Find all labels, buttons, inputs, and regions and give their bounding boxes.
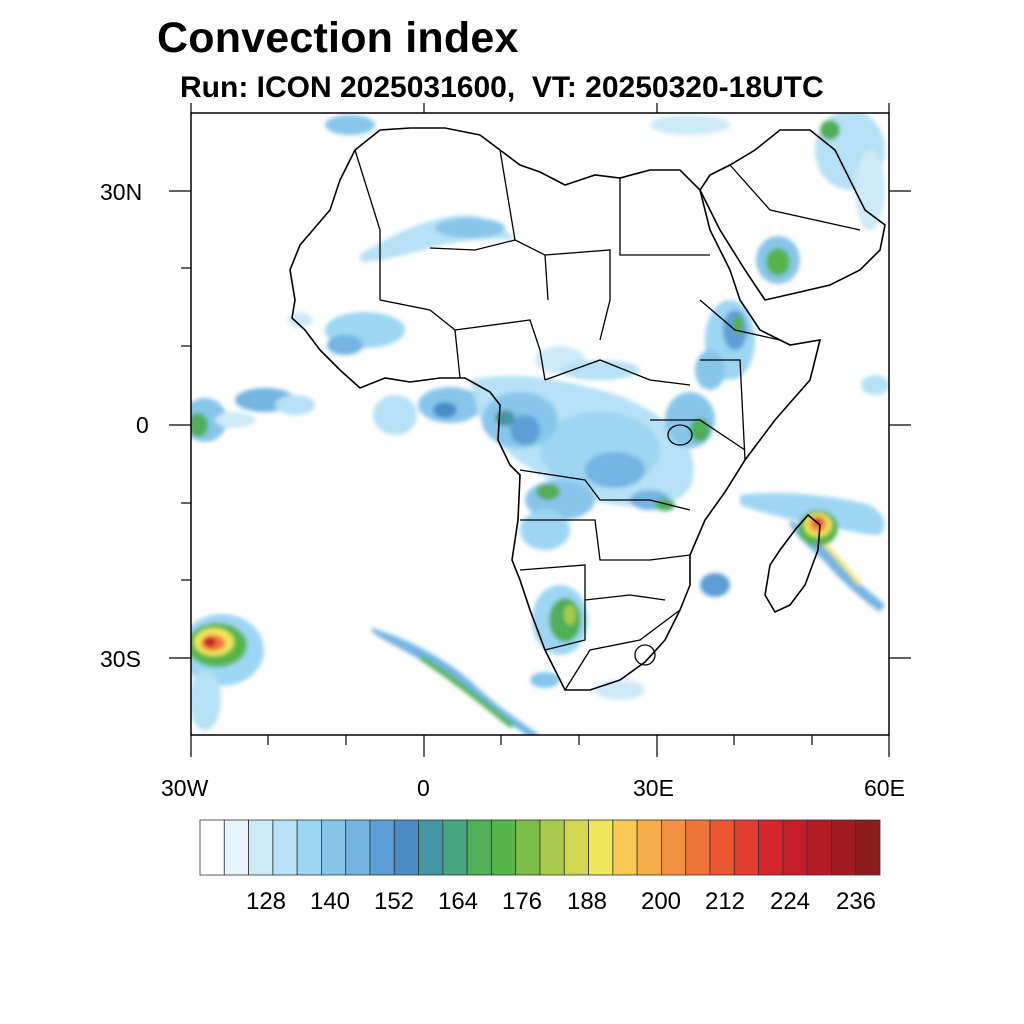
map-title: Convection index xyxy=(157,14,519,62)
colorbar-box xyxy=(685,819,711,876)
y-tick-label-0: 0 xyxy=(136,412,149,438)
colorbar-label: 164 xyxy=(437,888,479,915)
arabia-coastline xyxy=(699,129,886,301)
colorbar-label: 236 xyxy=(835,888,877,915)
x-tick-label-30e: 30E xyxy=(633,775,674,801)
colorbar-box xyxy=(855,819,881,876)
axis-ticks xyxy=(169,103,911,757)
colorbar-box xyxy=(272,819,298,876)
colorbar-box xyxy=(758,819,784,876)
x-tick-label-30w: 30W xyxy=(161,775,209,801)
colorbar-box xyxy=(588,819,614,876)
colorbar-box xyxy=(393,819,419,876)
colorbar-box xyxy=(418,819,444,876)
madagascar-coastline xyxy=(764,513,821,614)
colorbar-box xyxy=(466,819,492,876)
colorbar-box xyxy=(515,819,541,876)
colorbar-box xyxy=(491,819,517,876)
convection-field xyxy=(191,113,889,735)
colorbar-box xyxy=(369,819,395,876)
colorbar-label: 152 xyxy=(373,888,415,915)
colorbar-box xyxy=(321,819,347,876)
colorbar-label: 128 xyxy=(245,888,287,915)
colorbar-label: 140 xyxy=(309,888,351,915)
colorbar-box xyxy=(345,819,371,876)
colorbar-box xyxy=(661,819,687,876)
colorbar-box xyxy=(612,819,638,876)
y-tick-label-30s: 30S xyxy=(100,646,141,672)
colorbar-box xyxy=(442,819,468,876)
colorbar-box xyxy=(223,819,249,876)
colorbar-box xyxy=(199,819,225,876)
colorbar-box xyxy=(733,819,759,876)
colorbar-box xyxy=(831,819,857,876)
colorbar-box xyxy=(636,819,662,876)
x-tick-label-60e: 60E xyxy=(864,775,905,801)
x-tick-label-0: 0 xyxy=(417,775,430,801)
colorbar-label: 188 xyxy=(566,888,608,915)
y-tick-label-30n: 30N xyxy=(100,179,143,205)
colorbar-box xyxy=(539,819,565,876)
colorbar-box xyxy=(563,819,589,876)
convection-shading xyxy=(191,113,889,735)
colorbar-box xyxy=(782,819,808,876)
map-subtitle: Run: ICON 2025031600, VT: 20250320-18UTC xyxy=(180,71,824,104)
colorbar xyxy=(199,819,881,876)
plot-frame xyxy=(190,112,890,736)
colorbar-box xyxy=(248,819,274,876)
colorbar-box xyxy=(806,819,832,876)
africa-coastline xyxy=(289,127,822,691)
colorbar-label: 224 xyxy=(769,888,811,915)
colorbar-box xyxy=(296,819,322,876)
colorbar-label: 200 xyxy=(640,888,682,915)
colorbar-label: 212 xyxy=(704,888,746,915)
colorbar-label: 176 xyxy=(501,888,543,915)
country-borders xyxy=(354,149,861,691)
colorbar-box xyxy=(709,819,735,876)
